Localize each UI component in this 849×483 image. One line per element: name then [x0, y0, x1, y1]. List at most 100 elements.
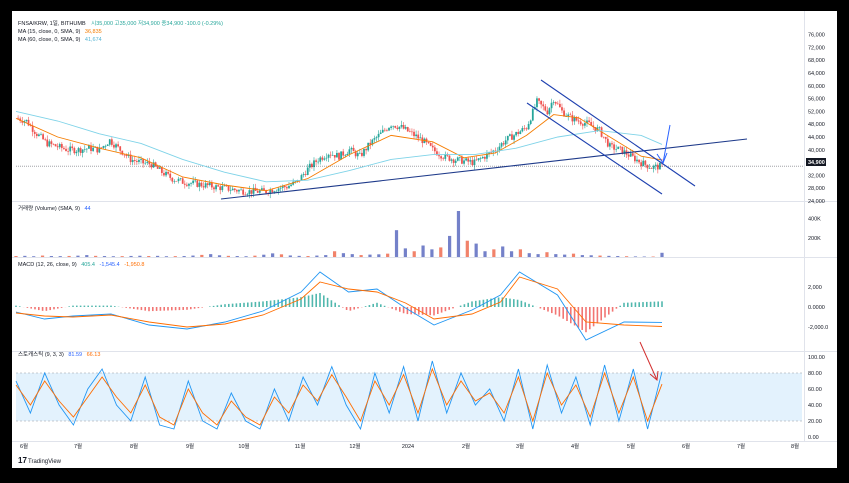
- candle-body: [563, 110, 565, 117]
- volume-bar: [324, 255, 328, 257]
- macd-histogram-bar: [155, 307, 158, 311]
- candle-body: [63, 147, 65, 149]
- macd-histogram-bar: [516, 299, 519, 307]
- volume-bar: [40, 255, 45, 257]
- candle-body: [73, 148, 76, 154]
- candle-body: [588, 120, 590, 123]
- macd-tick-label: 2,000: [808, 285, 822, 291]
- ma15-legend[interactable]: MA (15, close, 0, SMA, 9) 36,835: [18, 29, 102, 35]
- candle-body: [452, 159, 455, 163]
- macd-histogram-bar: [15, 305, 17, 307]
- tradingview-logo[interactable]: 17 TradingView: [18, 456, 62, 465]
- volume-bar: [279, 254, 284, 257]
- ma60-legend[interactable]: MA (60, close, 0, SMA, 9) 41,674: [18, 37, 102, 43]
- macd-histogram-bar: [45, 307, 48, 311]
- macd-histogram-bar: [543, 307, 545, 311]
- price-tick-label: 24,000: [808, 199, 825, 205]
- macd-histogram-bar: [467, 302, 469, 307]
- candle-body: [183, 183, 186, 185]
- candle-body: [494, 150, 497, 152]
- candle-body: [263, 188, 265, 191]
- candle-body: [221, 186, 224, 191]
- candle-body: [554, 102, 557, 104]
- candle-body: [521, 128, 524, 132]
- volume-bar: [536, 254, 540, 257]
- candle-body: [400, 125, 403, 127]
- candle-body: [302, 174, 305, 176]
- candle-body: [475, 159, 478, 161]
- macd-histogram-bar: [437, 307, 439, 314]
- macd-histogram-bar: [167, 307, 169, 311]
- macd-histogram-bar: [19, 306, 21, 307]
- macd-histogram-bar: [197, 307, 200, 309]
- time-tick-label: 4월: [571, 442, 579, 450]
- candle-body: [342, 151, 345, 156]
- volume-bar: [102, 256, 107, 257]
- tradingview-chart[interactable]: 24,00028,00032,00036,00040,00044,00048,0…: [12, 11, 837, 468]
- stochastic-tick-label: 0.00: [808, 435, 819, 441]
- candle-body: [498, 146, 501, 151]
- volume-bar: [341, 253, 346, 257]
- volume-bar: [226, 255, 230, 257]
- macd-legend[interactable]: MACD (12, 26, close, 9) 405.4 -1,545.4 -…: [18, 262, 144, 268]
- stochastic-legend[interactable]: 스토캐스틱 (9, 3, 3) 81.59 66.13: [18, 350, 100, 358]
- candle-body: [319, 157, 322, 162]
- candle-body: [627, 154, 630, 157]
- candle-body: [417, 134, 420, 139]
- candle-body: [265, 190, 267, 194]
- macd-histogram-bar: [562, 307, 564, 319]
- macd-histogram-bar: [459, 305, 462, 307]
- volume-bar: [85, 255, 89, 257]
- price-tick-label: 64,000: [808, 71, 825, 77]
- candle-body: [119, 146, 122, 151]
- candle-body: [275, 190, 278, 192]
- candle-body: [433, 147, 436, 152]
- volume-bar: [23, 255, 27, 257]
- candle-body: [329, 154, 332, 156]
- candle-body: [344, 155, 347, 156]
- svg-text:17: 17: [18, 456, 27, 465]
- candle-body: [123, 154, 126, 156]
- macd-histogram-bar: [376, 302, 378, 307]
- candle-body: [167, 171, 170, 174]
- price-tick-label: 60,000: [808, 84, 825, 90]
- candle-body: [388, 127, 390, 131]
- candle-body: [427, 142, 430, 144]
- macd-histogram-bar: [190, 307, 192, 310]
- candle-body: [642, 160, 645, 167]
- candle-body: [538, 98, 540, 101]
- macd-histogram-bar: [524, 302, 526, 307]
- candle-body: [383, 129, 386, 131]
- candle-body: [235, 190, 238, 192]
- macd-histogram-bar: [247, 302, 249, 307]
- macd-histogram-bar: [372, 303, 374, 307]
- volume-bar: [660, 252, 664, 257]
- candle-body: [488, 152, 490, 154]
- volume-bar: [306, 256, 310, 257]
- macd-histogram-bar: [600, 307, 602, 321]
- candle-body: [138, 159, 140, 162]
- candle-body: [531, 108, 534, 121]
- macd-histogram-bar: [611, 307, 614, 312]
- candle-body: [331, 155, 334, 156]
- candle-body: [125, 155, 128, 156]
- candle-body: [373, 138, 376, 140]
- candle-body: [52, 143, 55, 145]
- candle-body: [248, 190, 251, 195]
- price-tick-label: 44,000: [808, 135, 825, 141]
- stochastic-axis: 100.00 80.00 60.00 40.00 20.00 0.00: [808, 355, 825, 441]
- macd-histogram-bar: [528, 303, 530, 307]
- candle-body: [542, 104, 545, 107]
- candle-body: [323, 158, 326, 160]
- macd-histogram-bar: [315, 293, 317, 307]
- stochastic-tick-label: 80.00: [808, 371, 822, 377]
- volume-bar: [155, 255, 160, 257]
- candle-body: [606, 138, 609, 147]
- macd-histogram-bar: [201, 307, 203, 308]
- volume-bar: [456, 211, 461, 257]
- candle-body: [185, 184, 188, 186]
- volume-legend[interactable]: 거래량 (Volume) (SMA, 9) 44: [18, 204, 91, 212]
- volume-bar: [235, 256, 239, 257]
- volume-bar: [244, 256, 248, 257]
- candle-body: [288, 185, 290, 189]
